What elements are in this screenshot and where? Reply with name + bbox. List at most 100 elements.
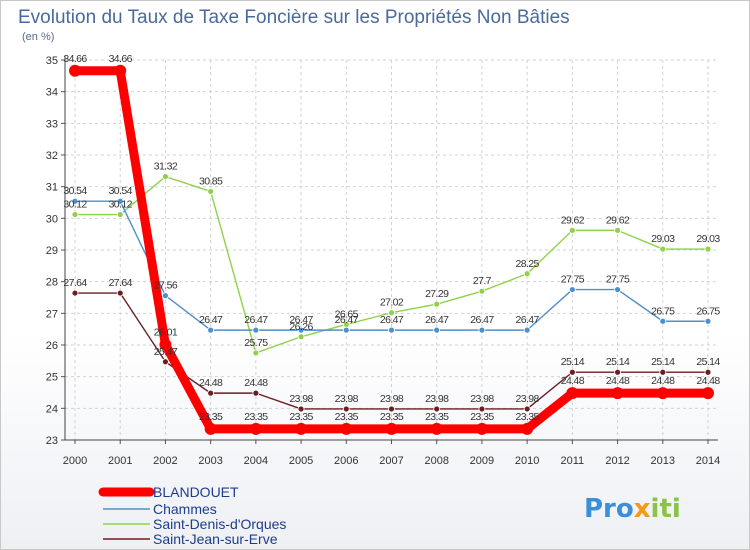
y-tick-label: 35 (46, 55, 58, 67)
data-point (116, 289, 124, 297)
data-point (659, 368, 667, 376)
data-label: 24.48 (651, 375, 675, 387)
data-label: 26.47 (425, 314, 449, 326)
data-label: 26.47 (199, 314, 223, 326)
x-tick-label: 2013 (651, 455, 675, 467)
data-label: 29.03 (651, 233, 675, 245)
data-label: 23.35 (289, 411, 313, 423)
data-point (69, 64, 81, 77)
data-point (704, 245, 712, 253)
data-point (611, 387, 624, 400)
data-label: 29.62 (606, 214, 630, 226)
x-tick-label: 2005 (289, 455, 313, 467)
chart-title: Evolution du Taux de Taxe Foncière sur l… (18, 7, 570, 28)
data-point (340, 422, 353, 435)
data-point (385, 422, 398, 435)
data-label: 30.12 (63, 199, 87, 211)
data-point (342, 405, 350, 413)
data-label: 24.48 (244, 377, 268, 389)
x-tick-label: 2011 (561, 455, 585, 467)
legend-label: BLANDOUET (153, 484, 239, 500)
data-point (297, 326, 305, 334)
data-point (702, 387, 714, 400)
data-point (614, 286, 621, 293)
data-label: 24.48 (561, 375, 585, 387)
x-tick-label: 2000 (63, 455, 87, 467)
data-label: 29.62 (561, 214, 585, 226)
x-tick-label: 2004 (244, 455, 268, 467)
data-point (568, 368, 576, 376)
data-point (207, 389, 215, 397)
x-tick-label: 2001 (108, 455, 132, 467)
data-label: 25.14 (606, 356, 630, 368)
x-tick-label: 2014 (696, 455, 720, 467)
data-point (207, 188, 215, 195)
data-label: 26.47 (516, 314, 540, 326)
data-point (207, 326, 215, 334)
data-point (523, 405, 531, 413)
data-label: 23.98 (425, 393, 449, 405)
data-label: 26.01 (154, 327, 178, 339)
data-point (433, 326, 441, 334)
data-point (704, 317, 712, 325)
x-tick-label: 2006 (334, 455, 358, 467)
data-point (249, 422, 262, 435)
data-point (71, 289, 79, 297)
data-label: 23.35 (335, 411, 359, 423)
axes: 23 24 25 26 27 28 29 30 31 32 33 34 35 2000 2001 2002 20… (46, 55, 720, 467)
data-labels: 34.66 34.66 26.01 23.35 23.35 23.35 23.35 23.35… (63, 53, 721, 423)
data-point (71, 197, 79, 205)
x-tick-label: 2009 (470, 455, 494, 467)
y-tick-label: 23 (46, 435, 58, 447)
x-tick-label: 2012 (605, 455, 629, 467)
data-label: 26.47 (335, 314, 359, 326)
data-label: 26.47 (244, 314, 268, 326)
data-label: 30.85 (199, 175, 223, 187)
data-point (614, 226, 621, 234)
data-point (116, 197, 124, 205)
data-label: 27.64 (109, 277, 133, 289)
data-label: 26.47 (289, 314, 313, 326)
legend-label: Saint-Jean-sur-Erve (153, 531, 278, 547)
logo-part: x (634, 494, 651, 524)
legend-label: Saint-Denis-d'Orques (153, 516, 286, 532)
data-label: 25.47 (154, 346, 178, 358)
data-label: 25.14 (651, 356, 675, 368)
y-tick-label: 24 (46, 403, 58, 415)
data-label: 23.98 (335, 393, 359, 405)
data-label: 23.35 (380, 411, 404, 423)
data-point (430, 422, 443, 435)
data-label: 23.35 (244, 411, 268, 423)
data-point (252, 389, 260, 397)
data-label: 24.48 (199, 377, 223, 389)
data-point (388, 326, 395, 334)
data-point (159, 338, 172, 351)
data-point (342, 326, 350, 334)
data-label: 26.47 (380, 314, 404, 326)
data-point (478, 326, 486, 334)
data-label: 26.75 (696, 305, 720, 317)
data-point (162, 292, 169, 300)
series (69, 64, 714, 435)
data-point (521, 422, 534, 435)
data-label: 26.26 (289, 321, 313, 333)
data-label: 27.75 (606, 274, 630, 286)
data-label: 24.48 (696, 375, 720, 387)
data-point (71, 211, 79, 218)
data-point (659, 317, 667, 325)
data-point (252, 349, 260, 357)
data-point (252, 326, 260, 334)
y-tick-label: 32 (46, 150, 58, 162)
data-point (116, 211, 124, 218)
data-point (614, 368, 621, 376)
legend: BLANDOUETChammesSaint-Denis-d'OrquesSain… (98, 484, 286, 547)
data-label: 27.64 (63, 277, 87, 289)
data-point (478, 405, 486, 413)
data-label: 23.35 (199, 411, 223, 423)
data-label: 34.66 (109, 53, 133, 65)
data-point (523, 270, 531, 278)
data-label: 23.35 (425, 411, 449, 423)
data-point (523, 326, 531, 334)
data-point (433, 405, 441, 413)
